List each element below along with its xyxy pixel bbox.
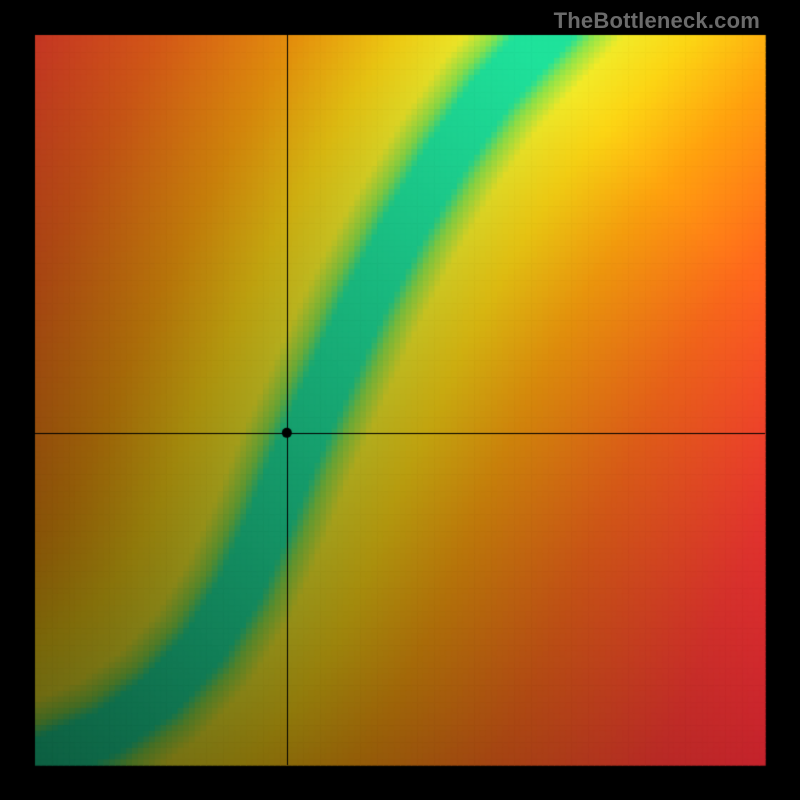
watermark-text: TheBottleneck.com — [554, 8, 760, 34]
bottleneck-heatmap — [0, 0, 800, 800]
chart-container: TheBottleneck.com — [0, 0, 800, 800]
